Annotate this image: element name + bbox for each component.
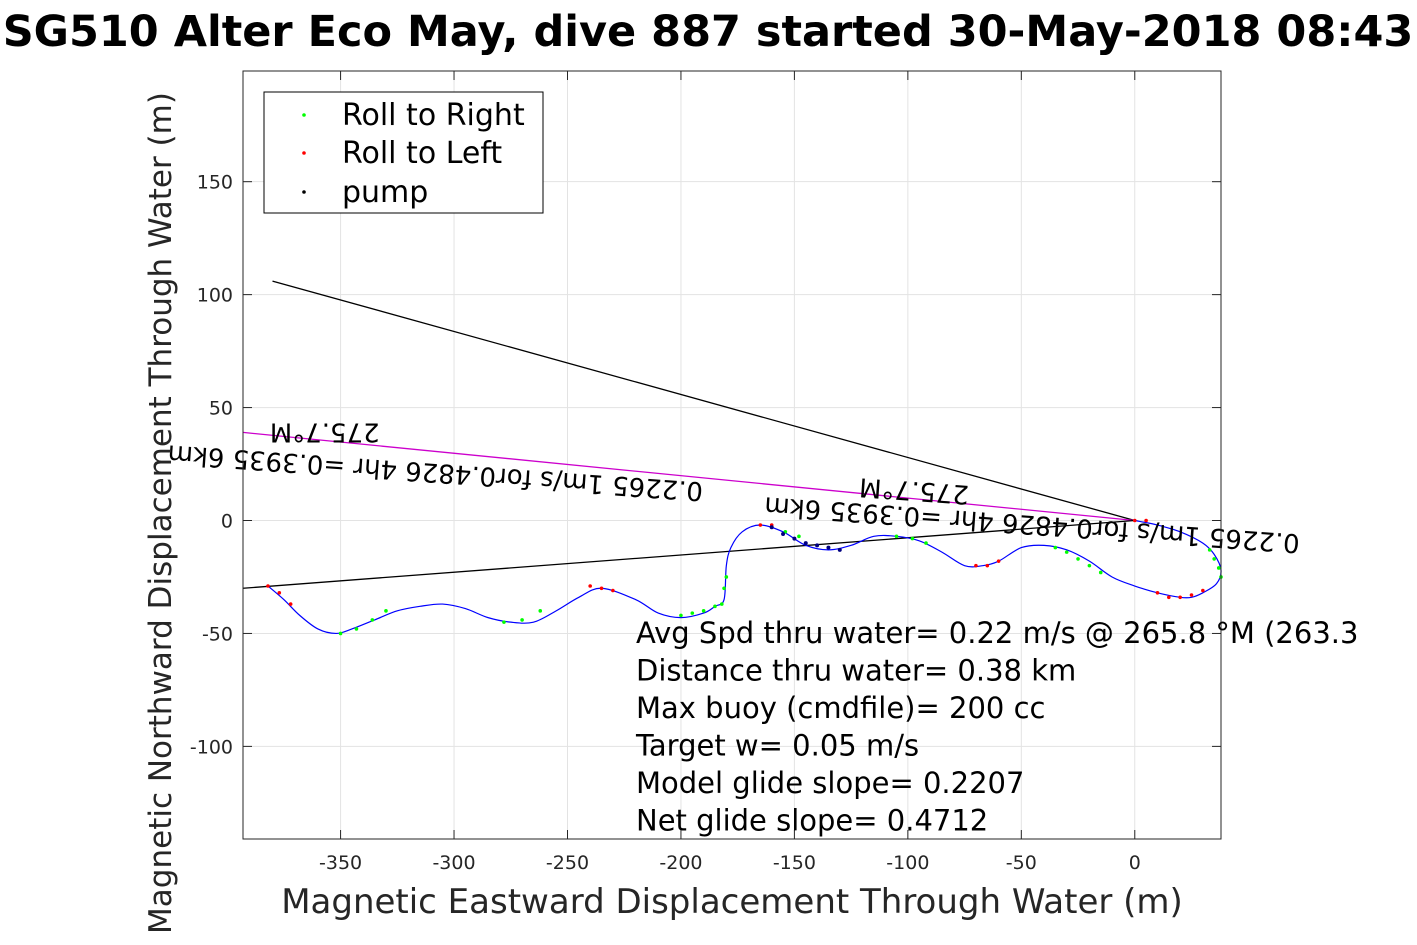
summary-line: Net glide slope= 0.4712 [636, 804, 988, 838]
roll-right-point [1064, 550, 1069, 554]
summary-line: Max buoy (cmdfile)= 200 cc [636, 691, 1045, 725]
legend-label-pump: pump [342, 175, 428, 210]
x-tick-label: -50 [1006, 852, 1037, 874]
reference-line [242, 431, 1135, 522]
x-tick-label: -150 [773, 852, 816, 874]
legend-marker-roll-right [302, 113, 306, 117]
legend-label-roll-left: Roll to Left [342, 136, 502, 171]
x-tick-label: -350 [319, 852, 362, 874]
roll-left-point [588, 584, 592, 588]
roll-left-point [1178, 595, 1182, 600]
reference-lines [242, 280, 1135, 589]
reference-line [242, 519, 1135, 589]
roll-right-point [502, 620, 506, 624]
chart-title: SG510 Alter Eco May, dive 887 started 30… [3, 7, 1414, 57]
roll-right-point [338, 631, 343, 636]
roll-left-point [1155, 590, 1160, 595]
roll-right-point [722, 586, 726, 591]
roll-right-point [1076, 557, 1080, 561]
roll-left-point [996, 559, 1001, 563]
roll-left-point [1167, 595, 1171, 600]
y-tick-label: 50 [209, 398, 233, 420]
legend: Roll to Right Roll to Left pump [263, 91, 544, 214]
pump-point [792, 536, 797, 541]
roll-right-point [894, 534, 899, 539]
roll-left-point [1201, 588, 1205, 593]
roll-right-point [1087, 563, 1092, 568]
roll-right-point [1207, 548, 1212, 552]
rotated-annotation: 275.7°M [270, 416, 380, 446]
summary-line: Avg Spd thru water= 0.22 m/s @ 265.8 °M … [636, 616, 1358, 650]
roll-right-point [1098, 570, 1103, 575]
pump-point [769, 525, 774, 530]
roll-left-point [288, 602, 293, 606]
legend-box [263, 91, 544, 214]
grid [243, 71, 1221, 839]
roll-right-point [719, 602, 724, 606]
roll-right-point [690, 611, 695, 615]
roll-right-point [797, 534, 801, 539]
roll-left-point [1189, 593, 1194, 597]
summary-block: Avg Spd thru water= 0.22 m/s @ 265.8 °M … [635, 616, 1358, 838]
marker-layer [266, 518, 1223, 636]
y-tick-label: 150 [197, 172, 233, 194]
roll-right-point [1212, 557, 1216, 561]
x-axis-label: Magnetic Eastward Displacement Through W… [281, 882, 1183, 922]
summary-line: Model glide slope= 0.2207 [636, 766, 1024, 800]
roll-left-point [985, 563, 990, 568]
y-tick-label: -100 [190, 736, 233, 758]
plot-frame [242, 70, 1222, 840]
y-tick-label: 100 [197, 285, 233, 307]
y-axis-label: Magnetic Northward Displacement Through … [143, 92, 179, 934]
roll-left-point [277, 590, 282, 595]
y-tick-label: 0 [221, 511, 233, 533]
roll-left-point [266, 584, 270, 588]
summary-line: Target w= 0.05 m/s [635, 729, 919, 763]
x-tick-label: -100 [886, 852, 929, 874]
pump-point [837, 547, 842, 552]
reference-line [272, 280, 1135, 522]
legend-label-roll-right: Roll to Right [342, 98, 525, 133]
roll-right-point [354, 627, 359, 631]
roll-right-point [384, 609, 388, 613]
pump-point [781, 532, 786, 537]
x-tick-label: -200 [659, 852, 702, 874]
x-tick-label: -300 [432, 852, 475, 874]
roll-right-point [924, 541, 928, 545]
y-tick-label: -50 [202, 623, 233, 645]
roll-left-point [758, 523, 763, 527]
roll-right-point [520, 618, 524, 622]
pump-point [803, 541, 808, 546]
x-tick-label: 0 [1129, 852, 1141, 874]
roll-right-point [370, 618, 375, 622]
roll-right-point [679, 613, 683, 618]
roll-right-point [538, 609, 543, 613]
roll-left-point [1132, 518, 1137, 523]
roll-left-point [599, 586, 604, 591]
roll-right-point [701, 609, 706, 613]
roll-left-point [974, 563, 978, 568]
summary-line: Distance thru water= 0.38 km [636, 654, 1076, 688]
roll-right-point [910, 536, 915, 541]
pump-point [815, 543, 820, 548]
legend-marker-roll-left [302, 151, 306, 155]
roll-right-point [1053, 545, 1058, 550]
roll-right-point [724, 575, 729, 579]
legend-marker-pump [302, 190, 306, 194]
x-tick-label: -250 [546, 852, 589, 874]
axis-ticks: -350 -300 -250 -200 -150 -100 -50 0 -100 -50 0 50 10… [190, 71, 1221, 874]
pump-point [826, 545, 831, 550]
roll-left-point [1144, 518, 1148, 523]
roll-right-point [1216, 566, 1221, 570]
roll-right-point [713, 604, 717, 609]
roll-left-point [611, 588, 615, 593]
